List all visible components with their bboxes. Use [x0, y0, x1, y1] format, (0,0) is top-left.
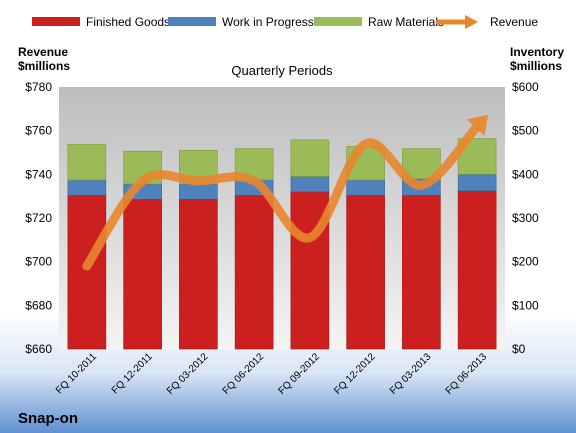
legend-label: Finished Goods: [86, 15, 170, 29]
bar-work-in-progress: [457, 174, 497, 192]
left-tick-label: $760: [25, 124, 52, 138]
right-tick-label: $500: [512, 124, 539, 138]
left-axis-title-line2: $millions: [18, 59, 70, 73]
legend-label: Revenue: [490, 15, 538, 29]
bar-finished-goods: [402, 194, 441, 350]
bar-finished-goods: [234, 194, 274, 350]
right-tick-label: $400: [512, 167, 539, 181]
revenue-line: [82, 121, 482, 271]
legend-swatch-arrowhead: [465, 15, 478, 29]
right-axis-title-line2: $millions: [510, 59, 562, 73]
right-tick-label: $100: [512, 298, 539, 312]
bar-finished-goods: [457, 190, 497, 350]
right-tick-label: $600: [512, 80, 539, 94]
revenue-line-group: [82, 114, 489, 271]
right-axis-ticks: $0 $100 $200 $300 $400 $500 $600: [512, 80, 539, 356]
legend-swatch: [32, 17, 80, 26]
left-tick-label: $780: [25, 80, 52, 94]
right-tick-label: $0: [512, 342, 526, 356]
bar-work-in-progress: [67, 179, 107, 196]
left-tick-label: $680: [25, 298, 52, 312]
left-tick-label: $740: [25, 167, 52, 181]
bar-raw-materials: [67, 143, 107, 181]
left-tick-label: $660: [25, 342, 52, 356]
bar-finished-goods: [123, 198, 162, 350]
bar-finished-goods: [179, 198, 218, 350]
left-tick-label: $720: [25, 211, 52, 225]
legend-swatch: [314, 17, 362, 26]
chart-subtitle: Quarterly Periods: [231, 63, 333, 78]
right-axis-title-line1: Inventory: [510, 45, 564, 59]
right-tick-label: $300: [512, 211, 539, 225]
left-axis-ticks: $660 $680 $700 $720 $740 $760 $780: [25, 80, 52, 356]
right-tick-label: $200: [512, 255, 539, 269]
legend-swatch: [168, 17, 216, 26]
bar-raw-materials: [290, 139, 330, 177]
left-axis-title-line1: Revenue: [18, 45, 68, 59]
legend-label: Work in Progress: [222, 15, 314, 29]
legend: Finished Goods Work in Progress Raw Materi…: [32, 15, 538, 29]
revenue-arrowhead: [467, 114, 489, 136]
bar-work-in-progress: [290, 176, 330, 193]
bar-finished-goods: [67, 194, 107, 350]
bar-work-in-progress: [346, 179, 385, 196]
bar-work-in-progress: [179, 183, 218, 200]
legend-label: Raw Materials: [368, 15, 444, 29]
left-tick-label: $700: [25, 255, 52, 269]
company-name: Snap-on: [18, 410, 78, 427]
bar-finished-goods: [346, 194, 385, 350]
